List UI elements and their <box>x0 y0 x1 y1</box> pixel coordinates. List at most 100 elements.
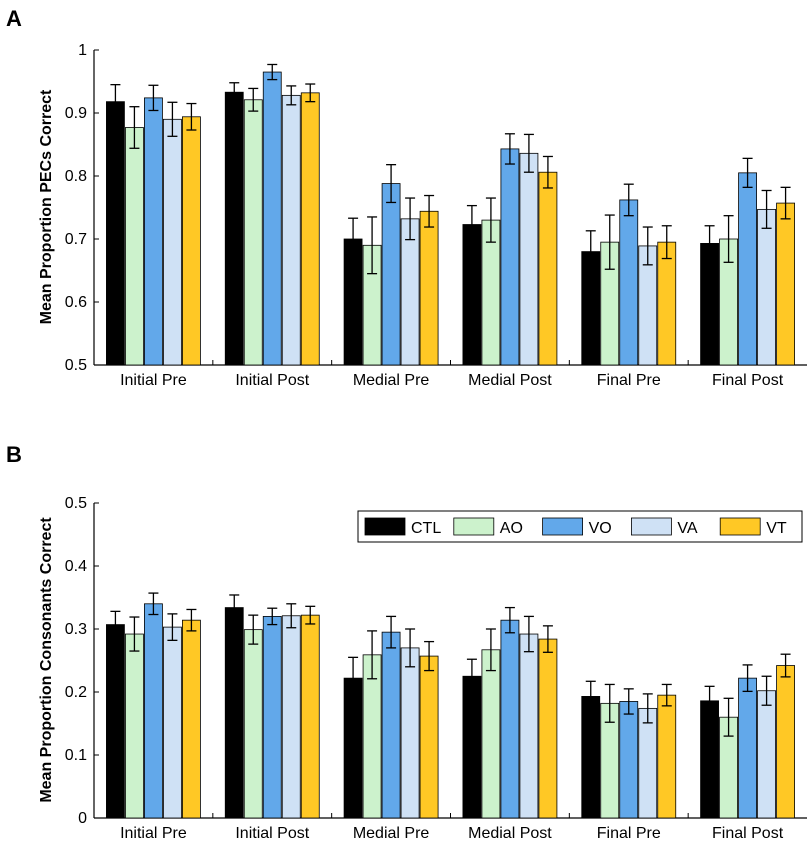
error-bar <box>604 683 615 723</box>
bar-va-initial-pre <box>163 626 182 819</box>
error-bar <box>742 664 753 693</box>
bar-va-final-post <box>757 208 776 366</box>
y-tick-label: 0 <box>78 810 87 827</box>
bar-vo-final-post <box>738 172 757 366</box>
error-bar <box>780 653 791 678</box>
legend-label-ctl: CTL <box>411 520 441 537</box>
error-bar <box>267 607 278 626</box>
error-bar <box>405 628 416 668</box>
error-bar <box>267 63 278 81</box>
bar-ao-initial-pre <box>125 633 144 819</box>
bar-va-final-post <box>757 690 776 819</box>
legend: CTL AO VO VA VT <box>357 510 803 543</box>
bar-va-medial-post <box>519 633 539 819</box>
error-bar <box>286 603 297 629</box>
error-bar <box>504 606 515 634</box>
error-bar <box>585 680 596 713</box>
bar-vo-medial-pre <box>381 183 401 366</box>
error-bar <box>542 625 553 653</box>
bar-ctl-initial-post <box>224 91 244 366</box>
bar-vo-medial-post <box>500 148 520 366</box>
bar-vt-initial-post <box>300 614 320 819</box>
error-bar <box>148 592 159 616</box>
bar-vo-final-pre <box>619 701 639 819</box>
bar-vt-final-pre <box>657 241 677 366</box>
error-bar <box>723 215 734 263</box>
bar-ctl-initial-pre <box>106 101 125 366</box>
bar-va-initial-pre <box>163 118 182 366</box>
x-tick-label: Initial Post <box>235 372 309 389</box>
panel-a-plot: 0.5 0.6 0.7 0.8 0.9 1 Initial Pre Initial Post M… <box>65 42 807 389</box>
panel-b-plot: 0 0.1 0.2 0.3 0.4 0.5 Initial Pre Initial Post M… <box>65 495 807 842</box>
legend-label-va: VA <box>677 520 697 537</box>
legend-swatch-va <box>631 517 672 536</box>
panel-b-y-axis-label: Mean Proportion Consonants Correct <box>38 517 55 803</box>
error-bar <box>129 106 140 149</box>
error-bar <box>110 84 121 120</box>
legend-label-ao: AO <box>500 520 523 537</box>
y-tick-label: 0.6 <box>65 294 87 311</box>
error-bar <box>386 615 397 649</box>
bar-va-initial-post <box>281 94 301 366</box>
error-bar <box>110 610 121 639</box>
error-bar <box>348 656 359 700</box>
error-bar <box>367 216 378 275</box>
y-tick-label: 0.9 <box>65 105 87 122</box>
error-bar <box>148 84 159 112</box>
error-bar <box>466 204 477 245</box>
panel-b-label: B <box>6 442 22 467</box>
x-tick-label: Final Post <box>712 372 784 389</box>
x-tick-label: Initial Pre <box>120 825 187 842</box>
error-bar <box>167 101 178 137</box>
x-tick-label: Final Pre <box>597 372 661 389</box>
x-tick-label: Medial Post <box>468 825 552 842</box>
error-bar <box>761 675 772 706</box>
bar-vt-initial-pre <box>182 619 201 819</box>
x-tick-label: Final Pre <box>597 825 661 842</box>
x-tick-label: Initial Post <box>235 825 309 842</box>
bar-vo-initial-post <box>262 616 282 819</box>
error-bar <box>405 197 416 241</box>
y-tick-label: 0.5 <box>65 495 87 512</box>
error-bar <box>229 594 240 621</box>
bar-ctl-medial-post <box>462 224 482 366</box>
legend-swatch-vo <box>542 517 583 536</box>
panel-a-y-axis-label: Mean Proportion PECs Correct <box>38 89 55 324</box>
error-bar <box>704 225 715 262</box>
x-tick-label: Medial Pre <box>353 825 430 842</box>
error-bar <box>286 85 297 106</box>
panel-a-label: A <box>6 6 22 31</box>
error-bar <box>642 226 653 266</box>
bar-vo-initial-post <box>262 71 282 366</box>
bar-ao-medial-post <box>481 649 501 819</box>
bar-ao-initial-post <box>243 629 263 819</box>
error-bar <box>523 133 534 173</box>
x-tick-label: Initial Pre <box>120 372 187 389</box>
bar-vo-medial-pre <box>381 631 401 819</box>
bar-vo-initial-pre <box>144 603 163 819</box>
x-tick-label: Medial Post <box>468 372 552 389</box>
bar-va-medial-post <box>519 152 539 366</box>
error-bar <box>367 630 378 680</box>
error-bar <box>623 688 634 715</box>
error-bar <box>424 640 435 672</box>
panel-b: B Mean Proportion Consonants Correct 0 0.… <box>6 442 807 842</box>
error-bar <box>642 693 653 724</box>
bar-va-final-pre <box>638 707 658 819</box>
error-bar <box>229 82 240 103</box>
error-bar <box>167 613 178 641</box>
y-tick-label: 0.8 <box>65 168 87 185</box>
x-tick-label: Medial Pre <box>353 372 430 389</box>
error-bar <box>742 157 753 188</box>
y-tick-label: 1 <box>78 42 87 59</box>
bar-vt-final-post <box>776 202 795 366</box>
legend-label-vo: VO <box>589 520 612 537</box>
y-tick-label: 0.4 <box>65 558 87 575</box>
bar-vt-initial-post <box>300 92 320 366</box>
y-tick-label: 0.7 <box>65 231 87 248</box>
bar-va-medial-pre <box>400 218 420 366</box>
bar-ao-initial-post <box>243 99 263 366</box>
y-tick-label: 0.2 <box>65 684 87 701</box>
bar-vo-medial-post <box>500 619 520 819</box>
